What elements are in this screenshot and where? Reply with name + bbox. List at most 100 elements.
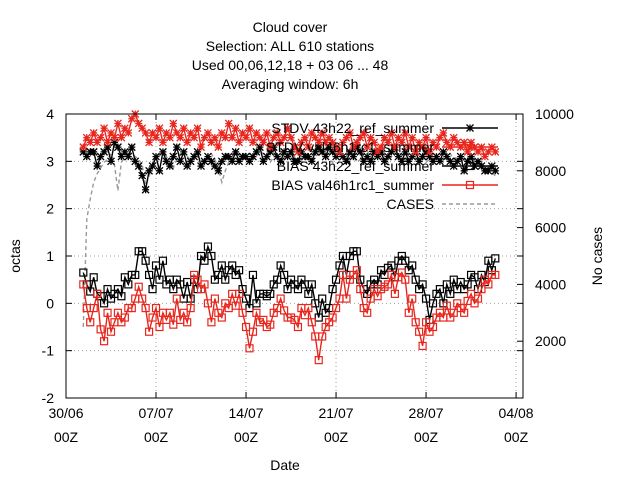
data-point (415, 138, 424, 147)
data-point (217, 128, 226, 137)
data-point (228, 261, 237, 270)
data-point (439, 147, 448, 156)
data-point (248, 138, 257, 147)
x-tick-label-hour: 00Z (234, 429, 259, 445)
data-point (93, 289, 102, 298)
data-point (241, 322, 251, 332)
data-point (106, 327, 116, 336)
data-point (411, 275, 420, 284)
title-line: Selection: ALL 610 stations (206, 38, 374, 54)
data-point (428, 299, 438, 308)
data-point (331, 275, 341, 284)
data-point (162, 128, 171, 137)
y2-tick-label: 6000 (535, 220, 566, 236)
data-point (96, 152, 105, 161)
data-point (325, 133, 334, 142)
data-point (328, 313, 337, 322)
data-point (411, 147, 420, 156)
data-point (442, 301, 451, 310)
data-point (99, 337, 109, 346)
legend-entry: BIAS val46h1rc1_summer (271, 177, 498, 193)
data-point (318, 128, 327, 137)
data-point (328, 147, 337, 156)
data-point (141, 256, 150, 265)
data-point (304, 152, 313, 161)
data-point (467, 138, 476, 147)
data-point (155, 124, 164, 133)
data-point (169, 152, 178, 161)
data-point (79, 147, 88, 156)
data-point (359, 128, 368, 137)
data-point (145, 138, 154, 147)
data-point (89, 128, 98, 137)
data-point (248, 327, 258, 336)
data-point (127, 303, 136, 313)
data-point (107, 128, 115, 137)
data-point (491, 166, 500, 175)
data-point (314, 143, 323, 152)
data-point (418, 143, 427, 152)
data-point (262, 128, 271, 137)
data-point (408, 294, 417, 303)
data-point (293, 322, 303, 332)
y2-axis-label: No cases (589, 227, 605, 285)
data-point (325, 143, 334, 152)
x-tick-label-date: 04/08 (499, 405, 534, 421)
data-point (435, 157, 444, 166)
data-point (107, 157, 115, 166)
data-point (463, 147, 472, 156)
data-point (221, 133, 230, 142)
data-point (383, 280, 393, 289)
data-point (103, 308, 112, 317)
data-point (283, 285, 292, 294)
data-point (294, 147, 302, 156)
data-point (117, 133, 126, 142)
data-point (283, 124, 292, 133)
legend-label: BIAS 43h22_ref_summer (277, 158, 435, 174)
data-point (120, 124, 129, 133)
data-point (89, 303, 98, 313)
data-point (179, 124, 188, 133)
legend-entry: STDV val46h1rc1_summer (266, 139, 498, 155)
data-point (162, 157, 171, 166)
data-point (151, 303, 161, 313)
data-point (158, 147, 167, 156)
data-point (273, 128, 282, 137)
data-point (429, 138, 437, 147)
y-axis-label: octas (7, 239, 23, 272)
data-point (255, 133, 264, 142)
data-point (224, 152, 233, 161)
data-point (425, 152, 434, 161)
data-point (297, 138, 306, 147)
data-point (134, 282, 143, 291)
data-point (429, 157, 437, 166)
data-point (224, 119, 233, 128)
y-tick-label: 0 (46, 295, 54, 311)
data-point (408, 152, 417, 161)
data-point (79, 143, 88, 152)
data-point (214, 270, 223, 280)
data-point (86, 318, 95, 327)
data-point (394, 133, 403, 142)
data-point (228, 133, 237, 142)
data-point (131, 157, 140, 166)
data-point (404, 308, 413, 317)
data-point (124, 152, 133, 161)
data-point (203, 152, 212, 161)
data-point (217, 313, 226, 322)
data-point (418, 152, 427, 161)
data-point (363, 308, 372, 317)
data-point (210, 133, 219, 142)
data-point (197, 143, 205, 152)
x-tick-label-date: 07/07 (138, 405, 173, 421)
data-point (203, 299, 213, 308)
data-point (287, 133, 295, 142)
data-point (432, 143, 441, 152)
data-point (328, 138, 337, 147)
data-point (377, 143, 386, 152)
data-point (460, 308, 469, 317)
data-point (210, 294, 219, 303)
legend-entry: CASES (387, 196, 498, 212)
data-point (197, 162, 205, 171)
data-point (134, 119, 143, 128)
